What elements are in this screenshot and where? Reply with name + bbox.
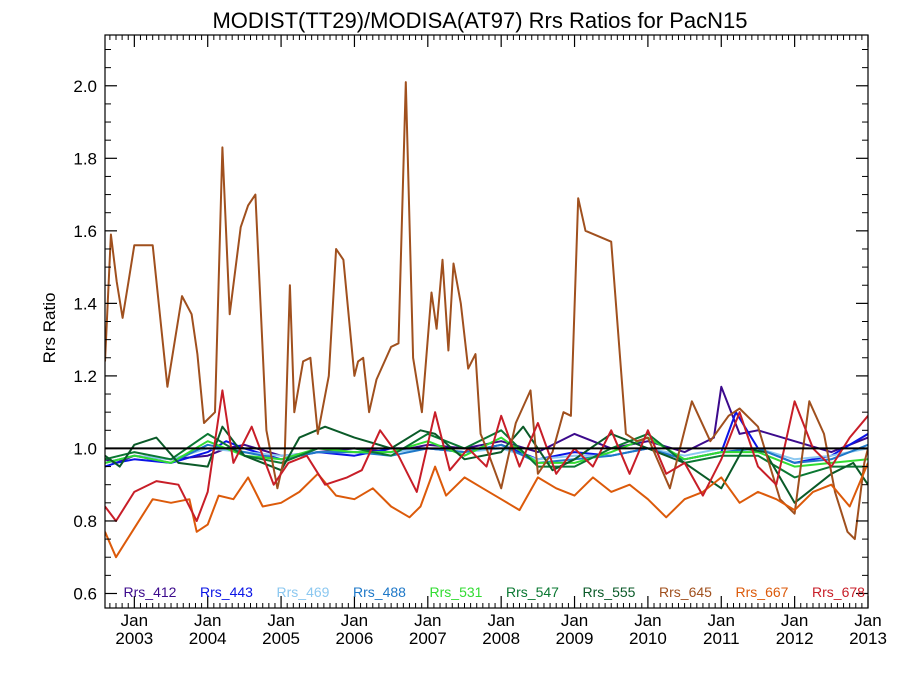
x-tick-label-month: Jan <box>854 611 881 630</box>
x-tick-label-year: 2005 <box>262 629 300 648</box>
legend-item-rrs-555: Rrs_555 <box>583 584 636 600</box>
x-tick-label-year: 2004 <box>189 629 227 648</box>
ticks-layer: 0.60.81.01.21.41.61.82.0Jan2003Jan2004Ja… <box>73 35 887 648</box>
x-tick-label-year: 2013 <box>849 629 887 648</box>
series-line-rrs-443 <box>105 411 868 468</box>
series-line-rrs-645 <box>105 81 868 541</box>
plot-frame <box>104 34 869 609</box>
chart-title: MODIST(TT29)/MODISA(AT97) Rrs Ratios for… <box>212 8 747 33</box>
legend-item-rrs-469: Rrs_469 <box>277 584 330 600</box>
x-tick-label-year: 2012 <box>776 629 814 648</box>
x-tick-label-month: Jan <box>194 611 221 630</box>
y-tick-label: 1.8 <box>73 149 97 168</box>
y-tick-label: 1.0 <box>73 439 97 458</box>
series-line-rrs-667 <box>105 462 868 559</box>
x-tick-label-year: 2010 <box>629 629 667 648</box>
x-tick-label-year: 2009 <box>556 629 594 648</box>
x-tick-label-month: Jan <box>267 611 294 630</box>
y-axis-label: Rrs Ratio <box>40 293 59 364</box>
x-tick-label-month: Jan <box>487 611 514 630</box>
series-line-rrs-678 <box>105 389 868 522</box>
x-tick-label-month: Jan <box>414 611 441 630</box>
legend-item-rrs-645: Rrs_645 <box>659 584 712 600</box>
series-layer <box>105 81 868 559</box>
legend-item-rrs-443: Rrs_443 <box>200 584 253 600</box>
x-tick-label-year: 2007 <box>409 629 447 648</box>
y-tick-label: 1.4 <box>73 294 97 313</box>
legend-item-rrs-678: Rrs_678 <box>812 584 865 600</box>
x-tick-label-year: 2003 <box>115 629 153 648</box>
x-tick-label-year: 2011 <box>703 629 740 648</box>
y-tick-label: 0.6 <box>73 584 97 603</box>
y-tick-label: 0.8 <box>73 512 97 531</box>
legend: Rrs_412 Rrs_443 Rrs_469 Rrs_488 Rrs_531 Rrs_5… <box>124 584 866 600</box>
legend-item-rrs-412: Rrs_412 <box>124 584 177 600</box>
x-tick-label-month: Jan <box>708 611 735 630</box>
x-tick-label-month: Jan <box>121 611 148 630</box>
series-line-rrs-412 <box>105 385 868 464</box>
x-tick-label-month: Jan <box>634 611 661 630</box>
x-tick-label-month: Jan <box>341 611 368 630</box>
x-tick-label-year: 2008 <box>482 629 520 648</box>
x-tick-label-month: Jan <box>781 611 808 630</box>
legend-item-rrs-667: Rrs_667 <box>736 584 789 600</box>
legend-item-rrs-547: Rrs_547 <box>506 584 559 600</box>
legend-item-rrs-531: Rrs_531 <box>430 584 483 600</box>
y-tick-label: 1.6 <box>73 222 97 241</box>
y-tick-label: 1.2 <box>73 367 97 386</box>
y-tick-label: 2.0 <box>73 77 97 96</box>
legend-item-rrs-488: Rrs_488 <box>353 584 406 600</box>
x-tick-label-year: 2006 <box>336 629 374 648</box>
x-tick-label-month: Jan <box>561 611 588 630</box>
